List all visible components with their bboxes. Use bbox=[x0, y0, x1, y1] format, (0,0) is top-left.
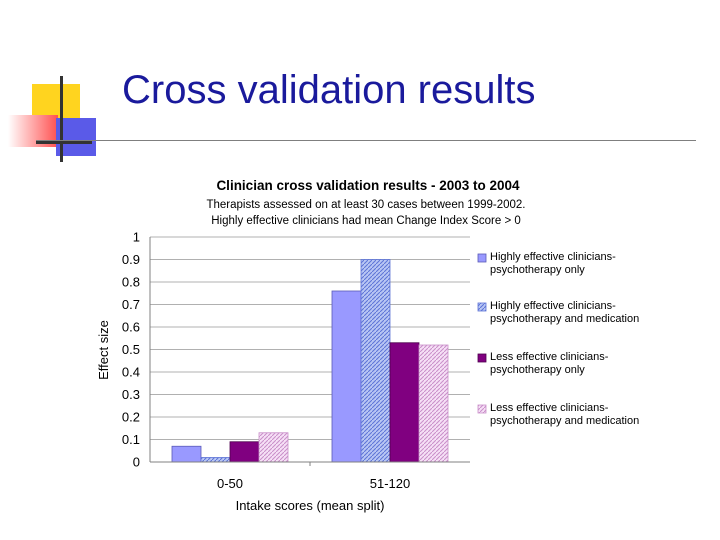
legend-swatch bbox=[477, 253, 487, 263]
chart-title: Clinician cross validation results - 200… bbox=[216, 178, 520, 193]
legend-entry: Highly effective clinicians-psychotherap… bbox=[490, 300, 680, 325]
legend-entry: Highly effective clinicians-psychotherap… bbox=[490, 251, 680, 276]
x-axis-label: Intake scores (mean split) bbox=[236, 498, 385, 513]
x-tick-label: 0-50 bbox=[217, 476, 243, 491]
bar bbox=[331, 290, 362, 463]
y-axis-label: Effect size bbox=[96, 320, 111, 380]
title-rule bbox=[36, 140, 696, 141]
y-tick-label: 0.9 bbox=[122, 252, 140, 267]
bar bbox=[229, 441, 260, 463]
legend-swatch bbox=[477, 353, 487, 363]
x-tick-labels: 0-50 51-120 bbox=[217, 462, 410, 491]
chart-subtitle-line-1: Therapists assessed on at least 30 cases… bbox=[206, 199, 525, 211]
y-tick-label: 0.2 bbox=[122, 410, 140, 425]
y-tick-label: 1 bbox=[133, 230, 140, 245]
legend-entry-line: psychotherapy and medication bbox=[490, 414, 640, 427]
bar bbox=[258, 432, 289, 463]
legend-entry-line: psychotherapy and medication bbox=[490, 312, 640, 325]
legend-swatch bbox=[477, 404, 487, 414]
legend-entry-line: Highly effective clinicians- bbox=[490, 251, 616, 263]
legend-entry-line: Less effective clinicians- bbox=[490, 351, 609, 363]
bar bbox=[360, 259, 391, 463]
bar bbox=[171, 445, 202, 463]
legend-entry: Less effective clinicians-psychotherapy … bbox=[490, 351, 680, 376]
bar bbox=[200, 457, 231, 463]
y-tick-label: 0 bbox=[133, 455, 140, 470]
y-tick-label: 0.1 bbox=[122, 432, 140, 447]
y-tick-label: 0.3 bbox=[122, 387, 140, 402]
bar bbox=[389, 342, 420, 463]
legend-entry: Less effective clinicians-psychotherapy … bbox=[490, 402, 680, 427]
y-tick-label: 0.8 bbox=[122, 275, 140, 290]
y-tick-label: 0.4 bbox=[122, 365, 140, 380]
deco-vertical-line bbox=[60, 76, 63, 162]
legend-entry-line: Less effective clinicians- bbox=[490, 402, 609, 414]
y-tick-label: 0.5 bbox=[122, 342, 140, 357]
y-tick-label: 0.6 bbox=[122, 320, 140, 335]
bar bbox=[418, 344, 449, 463]
deco-horizontal-line bbox=[36, 141, 92, 144]
y-tick-label: 0.7 bbox=[122, 297, 140, 312]
legend-swatch bbox=[477, 302, 487, 312]
legend-entry-line: psychotherapy only bbox=[490, 263, 585, 276]
bars bbox=[171, 259, 449, 463]
chart-subtitle-line-2: Highly effective clinicians had mean Cha… bbox=[211, 215, 521, 227]
legend-entry-line: Highly effective clinicians- bbox=[490, 300, 616, 312]
legend-entry-line: psychotherapy only bbox=[490, 363, 585, 376]
slide-title: Cross validation results bbox=[122, 68, 536, 112]
legend bbox=[477, 253, 487, 414]
x-tick-label: 51-120 bbox=[370, 476, 410, 491]
y-tick-labels: 0 0.1 0.2 0.3 0.4 0.5 0.6 0.7 0.8 0.9 1 bbox=[122, 230, 140, 470]
